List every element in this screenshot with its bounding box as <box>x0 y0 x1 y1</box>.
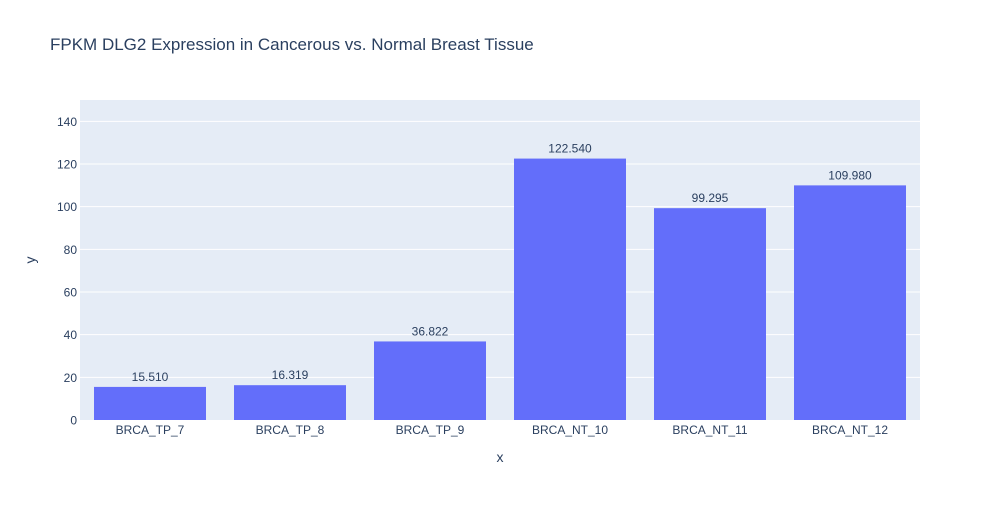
chart-title: FPKM DLG2 Expression in Cancerous vs. No… <box>50 35 534 54</box>
y-tick-label: 100 <box>57 200 77 214</box>
x-tick-label: BRCA_NT_10 <box>532 423 608 437</box>
data-labels: 15.510 16.319 36.822 122.540 99.295 109.980 <box>132 142 872 384</box>
bar <box>794 185 906 420</box>
bar <box>94 386 206 420</box>
bars <box>94 158 906 420</box>
y-axis-title: y <box>22 257 38 264</box>
bar <box>514 158 626 420</box>
x-tick-label: BRCA_NT_12 <box>812 423 888 437</box>
y-tick-label: 120 <box>57 158 77 172</box>
y-tick-label: 140 <box>57 115 77 129</box>
x-tick-label: BRCA_NT_11 <box>672 423 747 437</box>
data-label: 99.295 <box>692 191 729 205</box>
bar <box>654 208 766 420</box>
y-tick-label: 0 <box>70 414 77 428</box>
x-axis-tick-labels: BRCA_TP_7 BRCA_TP_8 BRCA_TP_9 BRCA_NT_10 BRC… <box>116 423 889 437</box>
data-label: 122.540 <box>548 142 592 156</box>
x-tick-label: BRCA_TP_7 <box>116 423 185 437</box>
data-label: 15.510 <box>132 370 169 384</box>
x-axis-title: x <box>497 449 504 465</box>
y-tick-label: 40 <box>64 328 78 342</box>
gridlines <box>80 120 920 378</box>
bar <box>234 385 346 420</box>
data-label: 36.822 <box>412 324 449 338</box>
y-tick-label: 60 <box>64 286 78 300</box>
data-label: 109.980 <box>828 168 872 182</box>
plot-background <box>80 100 920 420</box>
data-label: 16.319 <box>272 368 309 382</box>
x-tick-label: BRCA_TP_9 <box>396 423 465 437</box>
bar <box>374 341 486 420</box>
y-tick-label: 80 <box>64 243 78 257</box>
y-axis-tick-labels: 0 20 40 60 80 100 120 140 <box>57 115 77 428</box>
y-tick-label: 20 <box>64 371 78 385</box>
x-tick-label: BRCA_TP_8 <box>256 423 325 437</box>
